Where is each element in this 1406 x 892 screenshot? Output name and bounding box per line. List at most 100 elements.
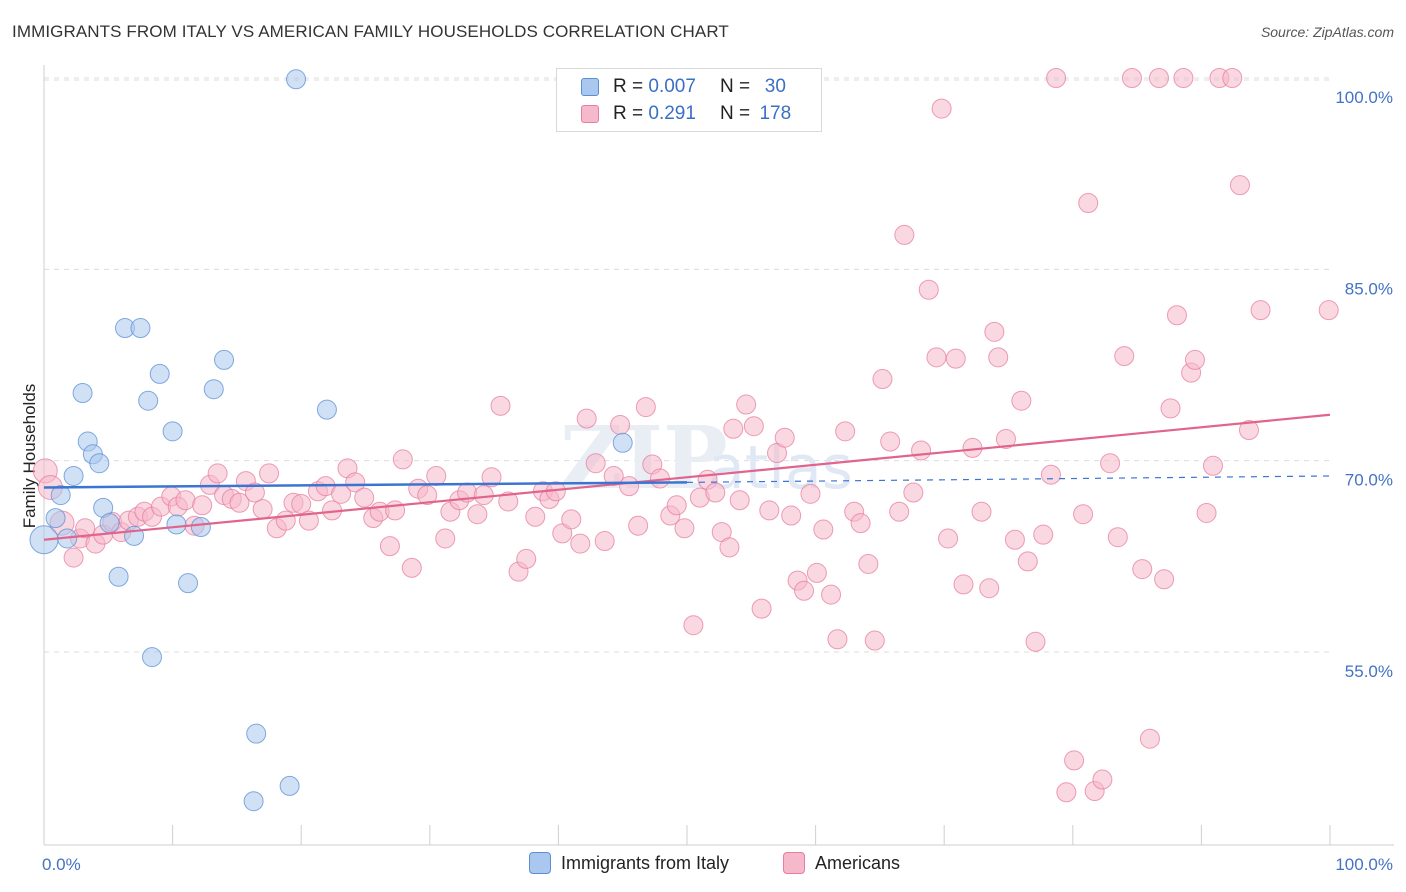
point-americans	[938, 528, 959, 549]
point-americans	[628, 515, 649, 536]
point-americans	[1114, 346, 1135, 367]
point-americans	[806, 562, 827, 583]
point-americans	[229, 492, 250, 513]
y-tick-label: 70.0%	[1345, 471, 1393, 490]
point-americans	[570, 533, 591, 554]
point-americans	[821, 584, 842, 605]
point-americans	[1318, 300, 1339, 321]
point-americans	[719, 537, 740, 558]
legend-n-label: N =	[719, 76, 751, 97]
point-americans	[931, 98, 952, 119]
point-italy	[89, 453, 110, 474]
point-americans	[1166, 305, 1187, 326]
point-americans	[525, 506, 546, 527]
bottom-legend-swatch-italy	[529, 852, 551, 874]
point-americans	[1229, 175, 1250, 196]
point-americans	[354, 487, 375, 508]
point-italy	[162, 421, 183, 442]
bottom-legend-italy: Immigrants from Italy	[529, 852, 729, 874]
point-americans	[794, 580, 815, 601]
legend-swatch-americans	[581, 105, 599, 123]
legend-row-americans: R = 0.291 N = 178	[581, 102, 795, 126]
point-americans	[385, 500, 406, 521]
point-americans	[827, 629, 848, 650]
point-americans	[995, 428, 1016, 449]
point-americans	[1173, 68, 1194, 88]
point-italy	[612, 432, 633, 453]
point-americans	[926, 347, 947, 368]
point-americans	[1100, 453, 1121, 474]
point-italy	[149, 363, 170, 384]
point-americans	[674, 518, 695, 539]
point-americans	[192, 495, 213, 516]
point-italy	[243, 791, 264, 812]
point-americans	[774, 427, 795, 448]
point-americans	[945, 348, 966, 369]
point-italy	[63, 465, 84, 486]
legend-n-value: 178	[759, 103, 792, 124]
point-americans	[1184, 349, 1205, 370]
point-americans	[275, 510, 296, 531]
point-americans	[63, 547, 84, 568]
chart-title: IMMIGRANTS FROM ITALY VS AMERICAN FAMILY…	[12, 22, 729, 41]
point-americans	[1004, 529, 1025, 550]
point-americans	[1250, 300, 1271, 321]
legend-r-value: 0.007	[648, 76, 696, 97]
point-americans	[666, 495, 687, 516]
point-americans	[903, 482, 924, 503]
point-italy	[72, 383, 93, 404]
bottom-legend-americans: Americans	[783, 852, 900, 874]
point-americans	[1011, 390, 1032, 411]
legend-n-label: N =	[719, 103, 751, 124]
point-americans	[1148, 68, 1169, 88]
point-italy	[190, 516, 211, 537]
point-italy	[45, 508, 66, 529]
point-americans	[585, 453, 606, 474]
point-americans	[291, 494, 312, 515]
point-americans	[988, 347, 1009, 368]
point-americans	[1033, 524, 1054, 545]
point-americans	[918, 279, 939, 300]
point-americans	[880, 431, 901, 452]
point-italy	[130, 318, 151, 339]
point-italy	[214, 349, 235, 370]
point-americans	[635, 397, 656, 418]
point-americans	[1078, 193, 1099, 214]
legend-r-label: R =	[613, 103, 644, 124]
bottom-legend-label-americans: Americans	[815, 852, 901, 873]
point-americans	[1056, 782, 1077, 803]
legend-r-value: 0.291	[648, 103, 696, 124]
point-americans	[1238, 420, 1259, 441]
point-italy	[142, 647, 163, 668]
point-americans	[858, 553, 879, 574]
point-americans	[175, 490, 196, 511]
point-americans	[252, 499, 273, 520]
point-italy	[178, 573, 199, 594]
point-americans	[911, 440, 932, 461]
legend-swatch-italy	[581, 78, 599, 96]
trendline-americans	[43, 413, 1331, 541]
point-americans	[1092, 769, 1113, 790]
legend-r-label: R =	[613, 76, 644, 97]
point-americans	[1017, 551, 1038, 572]
x-tick-label: 100.0%	[1335, 855, 1393, 874]
point-americans	[1025, 631, 1046, 652]
point-americans	[1121, 68, 1142, 88]
point-americans	[979, 578, 1000, 599]
point-americans	[401, 557, 422, 578]
point-americans	[889, 501, 910, 522]
point-americans	[259, 463, 280, 484]
bottom-legend-label-italy: Immigrants from Italy	[561, 852, 730, 873]
point-americans	[426, 465, 447, 486]
point-americans	[971, 501, 992, 522]
point-americans	[723, 418, 744, 439]
point-americans	[894, 224, 915, 245]
point-americans	[467, 504, 488, 525]
point-americans	[576, 408, 597, 429]
point-americans	[594, 531, 615, 552]
point-italy	[279, 775, 300, 796]
point-americans	[1154, 569, 1175, 590]
point-americans	[516, 548, 537, 569]
point-americans	[1046, 68, 1067, 88]
point-americans	[1064, 750, 1085, 771]
